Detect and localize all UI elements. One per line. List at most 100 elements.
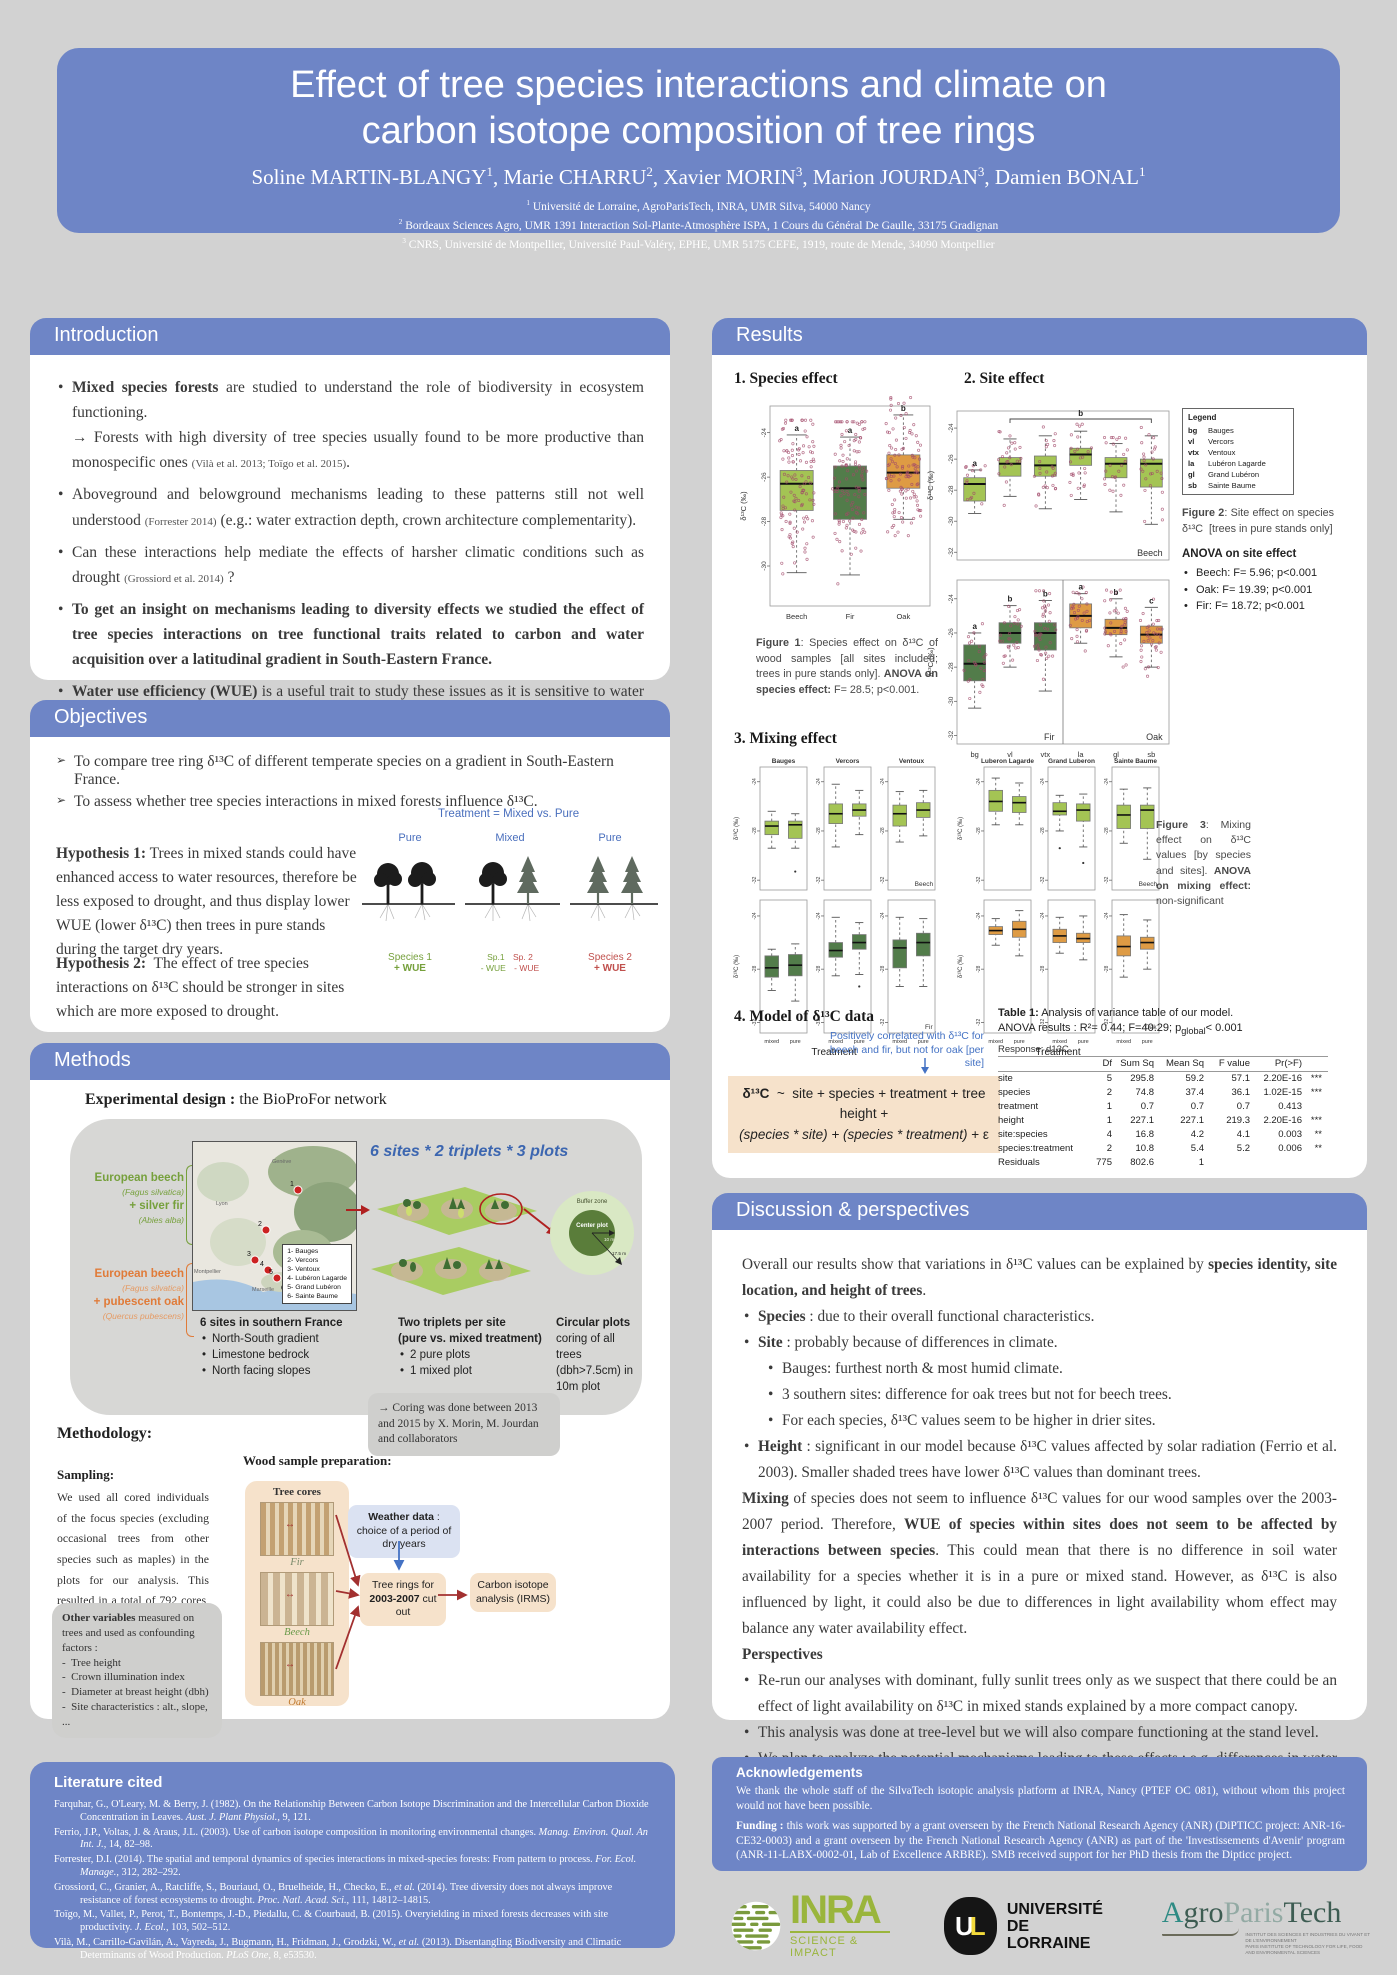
triplets-diagram	[371, 1187, 537, 1295]
svg-text:4: 4	[260, 1261, 264, 1268]
mix-sp1-name: Sp.1	[487, 952, 505, 962]
svg-text:pure: pure	[918, 1039, 929, 1045]
svg-text:-32: -32	[752, 876, 758, 883]
oak-core-arrow-icon: ↔	[285, 1659, 295, 1670]
sites-column: 6 sites in southern France North-South g…	[200, 1315, 385, 1379]
svg-text:-24: -24	[752, 778, 758, 785]
svg-text:-32: -32	[752, 1019, 758, 1026]
mixed-label: Mixed	[495, 832, 525, 844]
introduction-panel: Introduction Mixed species forests are s…	[30, 318, 670, 750]
map-city-geneve: Genève	[272, 1159, 292, 1165]
trees-illustration	[362, 856, 658, 922]
other-variable-item: - Crown illumination index	[62, 1671, 185, 1684]
hypothesis-2: Hypothesis 2: The effect of tree species…	[56, 955, 345, 1021]
tree-cores-title: Tree cores	[273, 1486, 321, 1498]
site-legend-row: vtx Ventoux	[1188, 448, 1236, 457]
discussion-panel: Discussion & perspectives Overall our re…	[712, 1193, 1367, 1793]
pure-right-label: Pure	[598, 832, 622, 844]
triplets-column-item: 1 mixed plot	[398, 1363, 548, 1379]
anova-table-row: site 5 295.8 59.2 57.1 2.20E-16 ***	[998, 1073, 1322, 1084]
fir-core-photo: ↔	[260, 1502, 334, 1556]
svg-text:-32: -32	[816, 876, 822, 883]
site-legend-row: bg Bauges	[1188, 426, 1234, 435]
introduction-bullets: Mixed species forests are studied to und…	[30, 355, 670, 755]
anova-table-row: species:treatment 2 10.8 5.4 5.2 0.006 **	[998, 1143, 1322, 1154]
triplets-column-title: Two triplets per site (pure vs. mixed tre…	[398, 1317, 542, 1345]
fir-core-label: Fir	[290, 1557, 304, 1568]
mixing-right-group: Luberon Lagarde -24 -28 -32 δ¹³C (‰) Grand L…	[954, 754, 1162, 1058]
anova-site-item: Oak: F= 19.39; p<0.001	[1182, 582, 1360, 599]
species1-label: Species 1 + WUE	[360, 952, 460, 974]
map-legend-entry: 1- Bauges	[287, 1248, 319, 1255]
svg-text:-32: -32	[1040, 1019, 1046, 1026]
map-legend-entry: 2- Vercors	[287, 1257, 319, 1264]
inra-logo: INRA SCIENCE & IMPACT	[730, 1890, 890, 1959]
treatment-axis-right: Treatment	[1035, 1047, 1081, 1058]
design-figure-box: European beech (Fagus silvatica) + silver …	[70, 1119, 642, 1415]
svg-text:Luberon Lagarde: Luberon Lagarde	[981, 758, 1034, 765]
svg-text:-30: -30	[761, 561, 768, 571]
anova-table-header: Df Sum Sq Mean Sq F value Pr(>F)	[998, 1056, 1328, 1072]
svg-text:-28: -28	[948, 662, 955, 672]
literature-list: Farquhar, G., O'Leary, M. & Berry, J. (1…	[54, 1799, 653, 1963]
introduction-heading: Introduction	[30, 318, 670, 355]
svg-text:δ¹³C (‰): δ¹³C (‰)	[734, 817, 740, 840]
sites-column-title: 6 sites in southern France	[200, 1317, 343, 1329]
mix-fir-bauges: -24 -28 -32 δ¹³C (‰) mixed pure	[734, 899, 808, 1045]
inra-globe-icon	[731, 1901, 781, 1951]
discussion-site-sub: Bauges: furthest north & most humid clim…	[742, 1356, 1337, 1382]
acknowledgements-text1: We thank the whole staff of the SilvaTec…	[736, 1785, 1345, 1812]
affiliation: 3 CNRS, Université de Montpellier, Unive…	[402, 236, 995, 251]
annotation-arrow-icon	[921, 1058, 929, 1074]
sampling-label: Sampling:	[57, 1467, 115, 1482]
results-heading: Results	[712, 318, 1367, 355]
anova-table-row: treatment 1 0.7 0.7 0.7 0.413	[998, 1101, 1302, 1112]
buffer-zone-label: Buffer zone	[577, 1199, 608, 1205]
fig1-caption: Figure 1: Species effect on δ¹³C of wood…	[756, 637, 938, 696]
svg-text:vtx: vtx	[1041, 750, 1051, 759]
svg-text:b: b	[1008, 595, 1013, 604]
svg-text:-24: -24	[976, 778, 982, 785]
site-legend-row: la Lubéron Lagarde	[1188, 459, 1266, 468]
svg-text:b: b	[901, 404, 906, 413]
reference: Grossiord, C., Granier, A., Ratcliffe, S…	[54, 1881, 613, 1906]
site-legend-row: vl Vercors	[1188, 437, 1234, 446]
svg-text:pure: pure	[1078, 1039, 1089, 1045]
perspective-item: This analysis was done at tree-level but…	[742, 1720, 1337, 1746]
svg-text:-32: -32	[880, 1019, 886, 1026]
map-city-lyon: Lyon	[216, 1201, 228, 1207]
svg-text:-28: -28	[880, 965, 886, 972]
results-panel: Results 1. Species effect -24 -26 -28 -30 δ¹…	[712, 318, 1367, 1178]
svg-text:2: 2	[258, 1221, 262, 1228]
species1-wue: + WUE	[394, 963, 426, 974]
svg-text:δ¹³C (‰): δ¹³C (‰)	[958, 955, 964, 978]
map-legend-entry: 6- Sainte Baume	[287, 1293, 338, 1300]
svg-text:mixed: mixed	[1116, 1039, 1131, 1045]
affiliations: 1 Université de Lorraine, AgroParisTech,…	[57, 196, 1340, 252]
svg-text:-32: -32	[948, 547, 955, 557]
plots-column-title: Circular plots	[556, 1317, 631, 1329]
tree-cores-box: Tree cores ↔ Fir ↔ Beech ↔ Oak	[245, 1481, 349, 1708]
svg-text:-32: -32	[948, 730, 955, 740]
svg-text:-28: -28	[880, 827, 886, 834]
model-formula: δ¹³C ~ site + species + treatment + tree…	[728, 1076, 1000, 1153]
anova-table: Df Sum Sq Mean Sq F value Pr(>F) site 5 295.8 59…	[998, 1056, 1328, 1170]
svg-text:a: a	[794, 424, 799, 433]
anova-site-title: ANOVA on site effect	[1182, 548, 1297, 560]
svg-text:-28: -28	[1104, 827, 1110, 834]
svg-text:-32: -32	[1040, 876, 1046, 883]
sites-column-item: North-South gradient	[200, 1331, 385, 1347]
poster-title-line2: carbon isotope composition of tree rings	[361, 110, 1036, 152]
mixing-left-group: Bauges -24 -28 -32 δ¹³C (‰) Vercors -24 -28 -32…	[730, 754, 938, 1058]
svg-text:-24: -24	[880, 778, 886, 785]
svg-text:-26: -26	[948, 628, 955, 638]
agroparistech-wordmark: AgroParisTech	[1161, 1896, 1342, 1929]
site-legend-title: Legend	[1188, 413, 1217, 422]
affiliation: 2 Bordeaux Sciences Agro, UMR 1391 Inter…	[398, 217, 999, 232]
svg-text:-30: -30	[948, 516, 955, 526]
acknowledgements-panel: Acknowledgements We thank the whole staf…	[712, 1757, 1367, 1871]
beech-core-arrow-icon: ↔	[285, 1589, 295, 1600]
svg-text:-32: -32	[1104, 876, 1110, 883]
fig2-fir-oak-boxplot: -24 -26 -28 -30 -32 δ¹³C (‰) a bg b vl b vtx a la b gl c…	[926, 579, 1170, 759]
ul-mono-u: U	[954, 1910, 974, 1941]
